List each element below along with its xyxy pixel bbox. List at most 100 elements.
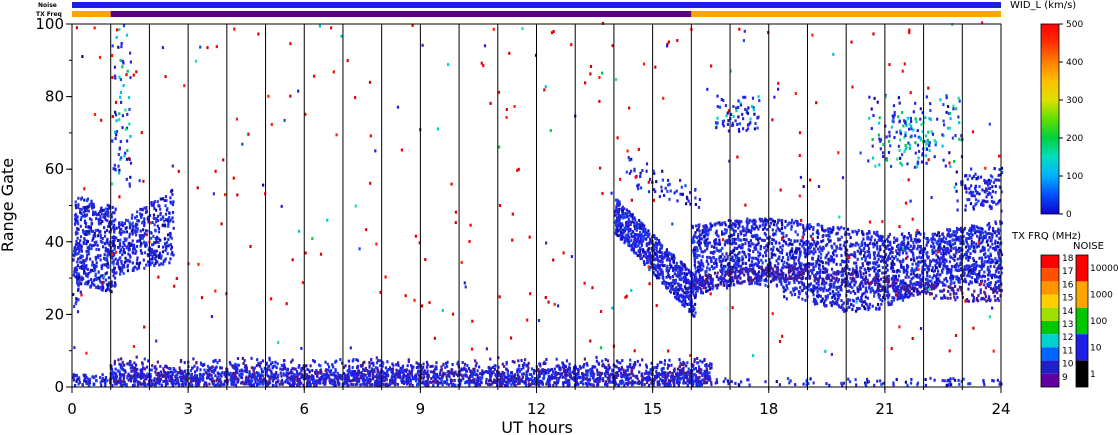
- echo-cell: [876, 379, 879, 383]
- echo-cell: [565, 380, 568, 384]
- echo-cell: [615, 206, 618, 210]
- echo-cell: [115, 133, 118, 137]
- echo-cell: [406, 375, 409, 378]
- echo-cell: [653, 366, 656, 370]
- echo-cell: [636, 359, 639, 363]
- echo-cell: [151, 257, 154, 261]
- echo-cell: [633, 240, 636, 244]
- echo-cell: [636, 381, 639, 385]
- echo-cell: [668, 358, 671, 362]
- echo-cell: [644, 251, 647, 255]
- echo-cell: [945, 277, 948, 280]
- echo-cell: [411, 384, 414, 387]
- echo-cell: [352, 383, 355, 387]
- echo-cell: [802, 382, 805, 386]
- echo-cell: [842, 381, 845, 385]
- echo-cell: [864, 286, 867, 290]
- echo-cell: [136, 223, 139, 227]
- echo-cell: [674, 372, 678, 376]
- echo-cell: [73, 245, 77, 249]
- echo-cell: [705, 377, 708, 381]
- echo-cell: [164, 212, 168, 216]
- echo-cell: [128, 259, 131, 263]
- echo-cell: [949, 380, 952, 384]
- echo-cell: [661, 178, 664, 182]
- echo-cell: [99, 233, 102, 237]
- echo-cell: [113, 266, 116, 270]
- echo-cell: [534, 369, 537, 373]
- echo-cell: [114, 367, 117, 371]
- echo-cell: [366, 383, 369, 387]
- echo-cell: [139, 249, 142, 253]
- echo-cell: [710, 382, 713, 386]
- echo-cell: [83, 266, 86, 270]
- echo-cell: [510, 383, 513, 387]
- echo-cell: [86, 281, 90, 285]
- echo-cell: [523, 363, 526, 367]
- echo-cell: [558, 372, 561, 376]
- echo-cell: [691, 375, 694, 379]
- echo-cell: [309, 364, 312, 368]
- echo-cell: [387, 374, 390, 378]
- echo-cell: [127, 373, 130, 377]
- echo-cell: [621, 232, 624, 235]
- echo-cell: [884, 260, 888, 264]
- echo-cell: [635, 228, 638, 232]
- echo-cell: [920, 278, 924, 282]
- echo-cell: [525, 376, 529, 380]
- echo-cell: [112, 274, 115, 278]
- echo-cell: [820, 299, 823, 303]
- echo-cell: [145, 377, 148, 381]
- echo-cell: [153, 379, 156, 383]
- echo-cell: [464, 381, 467, 385]
- echo-cell: [87, 249, 90, 253]
- echo-cell: [205, 383, 208, 387]
- echo-cell: [420, 370, 423, 374]
- echo-cell: [685, 375, 688, 379]
- echo-cell: [652, 246, 655, 250]
- echo-cell: [653, 234, 656, 238]
- echo-cell: [931, 276, 934, 280]
- echo-cell: [427, 383, 430, 387]
- echo-cell: [674, 264, 677, 268]
- echo-cell: [630, 239, 633, 243]
- echo-cell: [611, 369, 614, 373]
- echo-cell: [76, 281, 79, 285]
- echo-cell: [674, 278, 677, 282]
- echo-cell: [977, 226, 980, 230]
- echo-cell: [207, 374, 210, 378]
- echo-cell: [114, 113, 118, 117]
- echo-cell: [293, 382, 296, 385]
- echo-cell: [863, 254, 866, 258]
- echo-cell: [971, 233, 974, 237]
- echo-cell: [979, 265, 982, 268]
- echo-cell: [156, 200, 159, 204]
- echo-cell: [130, 363, 134, 367]
- echo-cell: [538, 374, 541, 378]
- echo-cell: [112, 219, 115, 223]
- echo-cell: [137, 264, 140, 268]
- echo-cell: [505, 367, 508, 371]
- echo-cell: [439, 371, 442, 375]
- echo-cell: [120, 366, 123, 370]
- echo-cell: [672, 254, 676, 258]
- echo-cell: [149, 249, 152, 253]
- echo-cell: [431, 364, 434, 368]
- echo-cell: [104, 216, 107, 220]
- echo-cell: [656, 270, 659, 274]
- echo-cell: [375, 356, 378, 360]
- echo-cell: [126, 376, 129, 380]
- echo-cell: [666, 281, 669, 285]
- echo-cell: [863, 241, 866, 245]
- echo-cell: [957, 378, 960, 382]
- echo-cell: [73, 378, 76, 382]
- echo-cell: [943, 379, 946, 383]
- echo-cell: [688, 282, 691, 286]
- echo-cell: [701, 275, 704, 279]
- echo-cell: [958, 382, 961, 386]
- echo-cell: [734, 381, 737, 385]
- echo-cell: [141, 207, 144, 211]
- echo-cell: [329, 381, 332, 385]
- echo-cell: [946, 228, 949, 232]
- echo-cell: [354, 383, 358, 387]
